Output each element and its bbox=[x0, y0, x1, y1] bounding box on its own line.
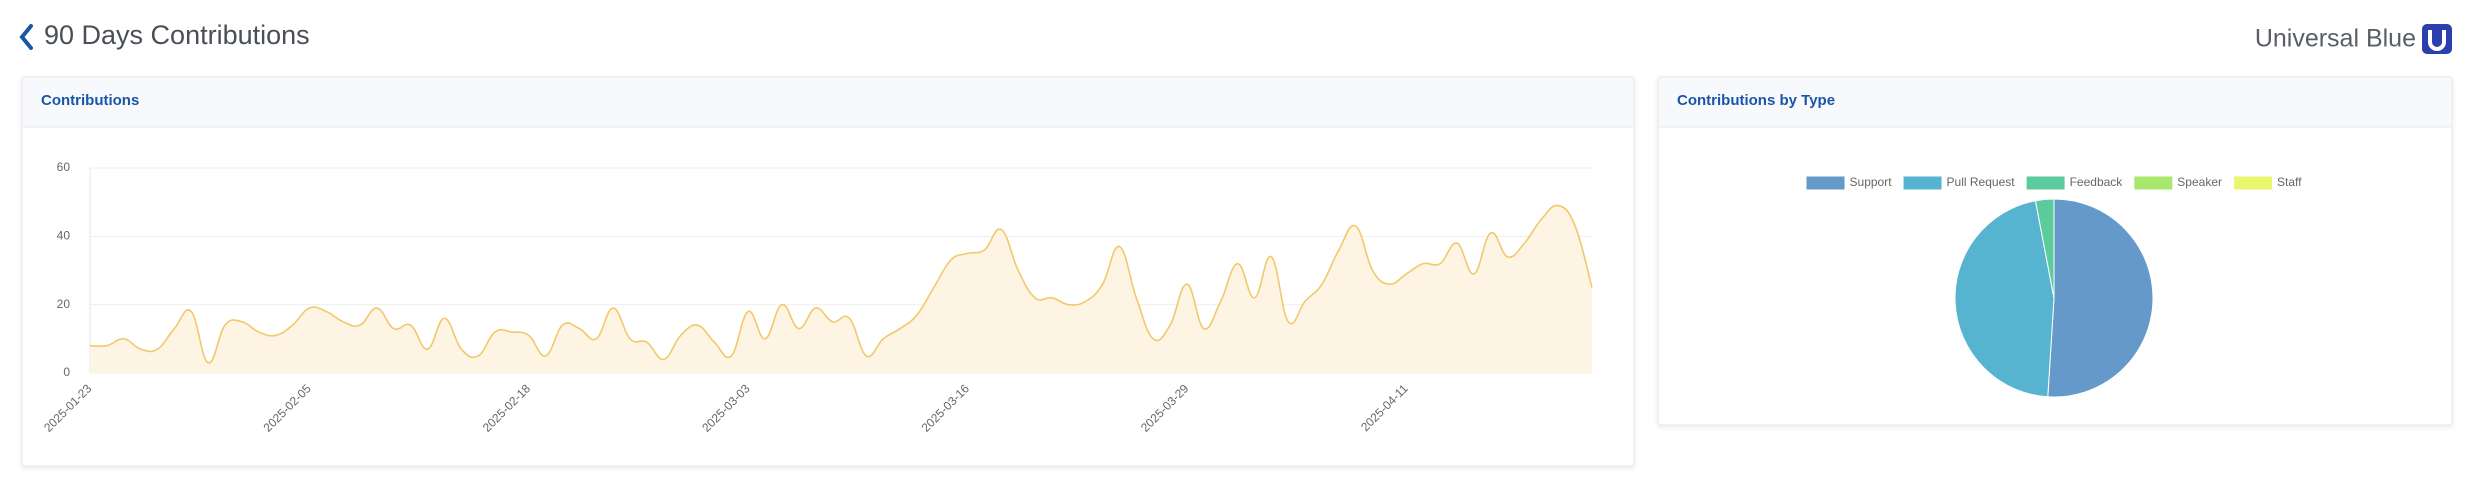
y-tick-label: 60 bbox=[57, 160, 71, 174]
brand-logo bbox=[2422, 24, 2452, 54]
line bbox=[89, 204, 1593, 364]
legend-label: Feedback bbox=[2070, 175, 2124, 189]
legend-swatch bbox=[1903, 176, 1942, 190]
area-fill bbox=[90, 205, 1592, 373]
legend-label: Support bbox=[1850, 175, 1893, 189]
y-tick-label: 20 bbox=[57, 297, 71, 311]
page-title: 90 Days Contributions bbox=[44, 20, 310, 50]
card-title: Contributions by Type bbox=[1677, 92, 1835, 109]
legend-swatch bbox=[2134, 176, 2173, 190]
legend-swatch bbox=[1806, 176, 1845, 190]
pie-slice bbox=[2034, 198, 2055, 299]
legend-label: Pull Request bbox=[1947, 175, 2016, 189]
pie-slice bbox=[1954, 200, 2055, 398]
legend-swatch bbox=[2026, 176, 2065, 190]
card-title: Contributions bbox=[41, 92, 139, 109]
legend-label: Speaker bbox=[2177, 175, 2222, 189]
brand-name: Universal Blue bbox=[2255, 25, 2416, 53]
y-tick-label: 40 bbox=[57, 229, 71, 243]
pie-slice bbox=[2047, 198, 2154, 398]
legend-swatch bbox=[2234, 176, 2273, 190]
y-tick-label: 0 bbox=[63, 365, 70, 379]
back-chevron[interactable] bbox=[19, 24, 33, 50]
legend-label: Staff bbox=[2277, 175, 2302, 189]
